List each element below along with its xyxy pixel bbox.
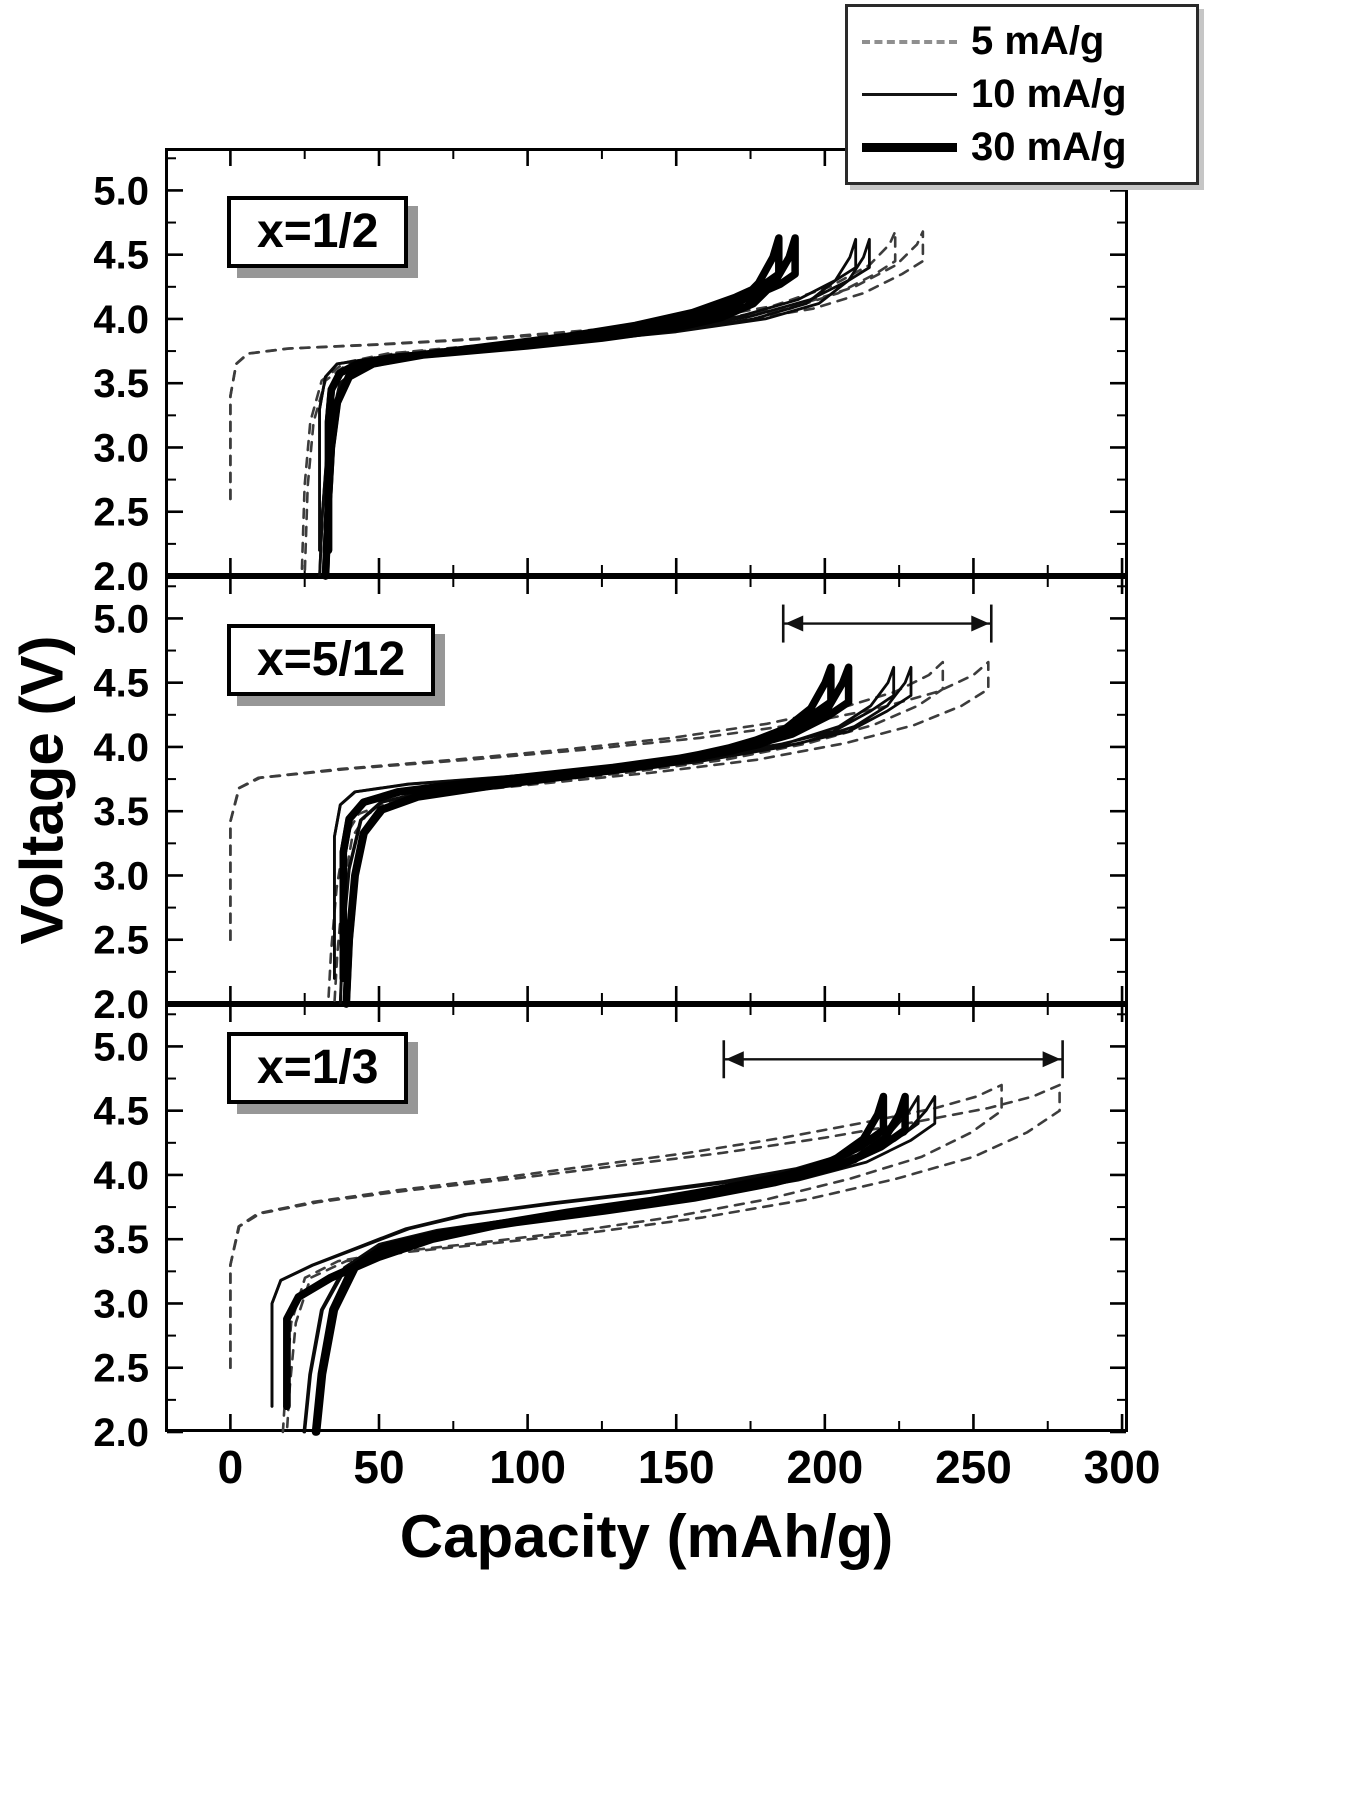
panel-x-1-2: 5.0 4.5 4.0 3.5 3.0 2.5 2.0 x=1/2 <box>93 148 1128 599</box>
x-tick-label: 100 <box>489 1441 566 1493</box>
y-tick-label: 3.5 <box>93 1218 149 1262</box>
y-tick-label: 4.5 <box>93 234 149 278</box>
legend-label: 10 mA/g <box>971 72 1127 116</box>
y-tick-label: 5.0 <box>93 169 149 213</box>
x-axis-label: Capacity (mAh/g) <box>399 1503 894 1570</box>
panel-x-1-3: 5.0 4.5 4.0 3.5 3.0 2.5 2.0 x=1/3 <box>93 1004 1128 1455</box>
arrowhead-right-icon <box>1042 1051 1061 1068</box>
x-tick-label: 250 <box>935 1441 1012 1493</box>
y-tick-label: 3.5 <box>93 790 149 834</box>
series-line-thick <box>321 234 783 580</box>
arrowhead-left-icon <box>785 615 804 632</box>
y-tick-label: 3.0 <box>93 426 149 470</box>
panel-title-badge: x=5/12 <box>227 624 436 696</box>
y-tick-label: 2.5 <box>93 1347 149 1391</box>
y-tick-label: 5.0 <box>93 597 149 641</box>
y-tick-label: 4.5 <box>93 1090 149 1134</box>
y-tick-label: 2.5 <box>93 491 149 535</box>
y-tick-label: 3.0 <box>93 1282 149 1326</box>
thin-line-icon <box>862 93 957 96</box>
legend-item-30mag: 30 mA/g <box>862 125 1182 170</box>
x-tick-label: 300 <box>1083 1441 1161 1493</box>
y-tick-label: 2.0 <box>93 555 149 599</box>
y-tick-label: 2.5 <box>93 919 149 963</box>
plot-frame <box>165 148 1128 576</box>
panel-title-badge: x=1/3 <box>227 1032 409 1104</box>
series-line-thin <box>318 237 871 578</box>
plot-frame <box>165 576 1128 1004</box>
series-line-dashed <box>229 660 945 1006</box>
panel-x-5-12-plot: 5.0 4.5 4.0 3.5 3.0 2.5 2.0 <box>93 576 1128 1027</box>
series-line-thick <box>283 1092 888 1436</box>
y-tick-label: 2.0 <box>93 983 149 1027</box>
legend-label: 5 mA/g <box>971 19 1105 63</box>
legend-item-5mag: 5 mA/g <box>862 19 1182 64</box>
x-tick-label: 200 <box>786 1441 864 1493</box>
y-tick-label: 2.0 <box>93 1411 149 1455</box>
thick-line-icon <box>862 143 957 152</box>
y-tick-label: 4.5 <box>93 662 149 706</box>
arrowhead-left-icon <box>725 1051 744 1068</box>
series-line-thin <box>333 665 896 1006</box>
panel-title-badge: x=1/2 <box>227 196 409 268</box>
y-tick-label: 4.0 <box>93 298 149 342</box>
panel-x-1-2-plot: 5.0 4.5 4.0 3.5 3.0 2.5 2.0 <box>93 148 1128 599</box>
series-line-thick <box>339 663 835 1008</box>
arrowhead-right-icon <box>971 615 990 632</box>
x-tick-label: 150 <box>637 1441 715 1493</box>
y-tick-label: 4.0 <box>93 1154 149 1198</box>
panel-x-1-3-plot: 5.0 4.5 4.0 3.5 3.0 2.5 2.0 <box>93 1004 1128 1455</box>
panel-x-5-12: 5.0 4.5 4.0 3.5 3.0 2.5 2.0 x=5/12 <box>93 576 1128 1027</box>
dashed-line-icon <box>862 39 957 44</box>
x-tick-label: 0 <box>217 1441 244 1493</box>
y-tick-label: 4.0 <box>93 726 149 770</box>
series-line-thick <box>283 1092 909 1436</box>
x-tick-label: 50 <box>353 1441 405 1493</box>
legend-label: 30 mA/g <box>971 125 1127 169</box>
y-tick-label: 5.0 <box>93 1025 149 1069</box>
plot-frame <box>165 1004 1128 1432</box>
legend: 5 mA/g 10 mA/g 30 mA/g <box>845 4 1199 185</box>
series-line-thick <box>339 663 853 1008</box>
y-tick-label: 3.5 <box>93 362 149 406</box>
y-axis-label: Voltage (V) <box>8 635 76 945</box>
x-axis-tick-labels: 0 50 100 150 200 250 300 <box>0 1440 1350 1496</box>
legend-item-10mag: 10 mA/g <box>862 72 1182 117</box>
y-tick-label: 3.0 <box>93 854 149 898</box>
series-line-thick <box>321 234 799 580</box>
